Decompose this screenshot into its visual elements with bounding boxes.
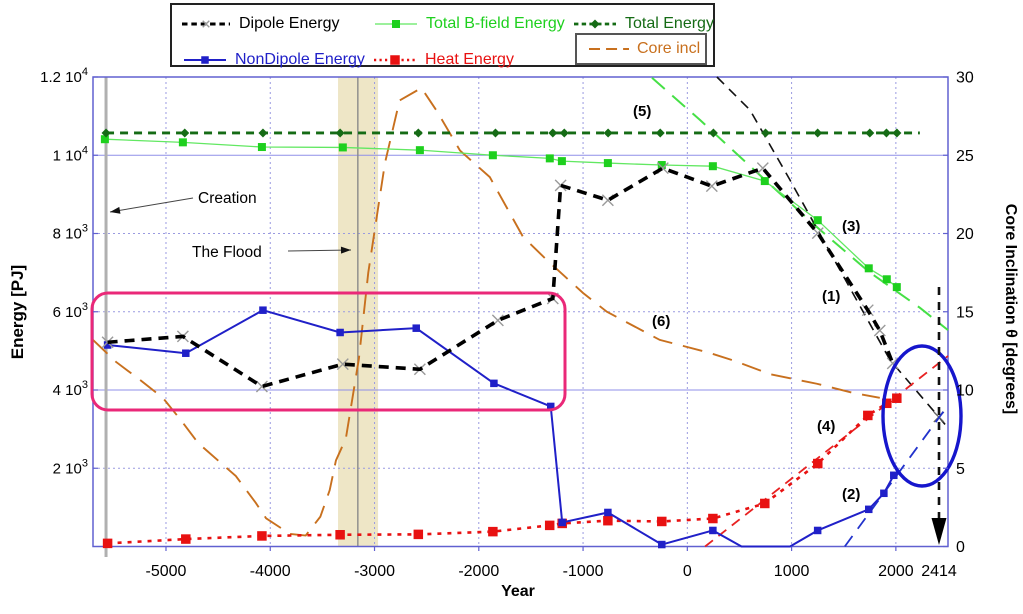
x-tick: -4000 (250, 563, 291, 580)
y-left-tick: 6 103 (53, 301, 88, 321)
legend-core-incl-box: Core incl (575, 33, 707, 65)
legend-swatch-heat-icon (374, 55, 416, 65)
y-right-tick: 15 (956, 304, 974, 321)
curve-number-labels: (5) (3) (1) (6) (4) (2) (633, 103, 860, 503)
legend-label-total-bfield: Total B-field Energy (426, 15, 565, 32)
y-right-tick: 30 (956, 70, 974, 87)
legend-item-nondipole: NonDipole Energy (182, 51, 365, 69)
x-tick: -5000 (146, 563, 187, 580)
curve-label-5: (5) (633, 103, 651, 120)
creation-label: Creation (198, 190, 257, 207)
flood-label: The Flood (192, 244, 262, 261)
legend-swatch-dipole-icon (182, 20, 230, 28)
curve-label-3: (3) (842, 218, 860, 235)
x-tick: 0 (683, 563, 692, 580)
tick-labels: 1.2 104 1 104 8 103 6 103 4 103 2 103 30 25 20 15… (40, 66, 974, 580)
y-right-tick: 0 (956, 539, 965, 556)
y-axis-title-right: Core Inclination θ [degrees] (1002, 203, 1019, 415)
curve-label-4: (4) (817, 418, 835, 435)
x-tick: 1000 (774, 563, 810, 580)
x-tick: -2000 (458, 563, 499, 580)
nondipole-highlight-box (90, 291, 567, 412)
series-extrap-bfield (651, 77, 949, 331)
series-dipole-energy (107, 166, 895, 389)
series-extrap-nondipole (844, 404, 949, 548)
legend-item-total-energy: Total Energy (572, 15, 714, 33)
legend-swatch-nondipole-icon (184, 56, 226, 64)
curve-label-1: (1) (822, 288, 840, 305)
y-axis-title-left: Energy [PJ] (8, 264, 27, 360)
x-axis-title: Year (501, 583, 535, 600)
series-total-bfield (100, 135, 901, 292)
x-tick-2414: 2414 (921, 563, 957, 580)
legend-item-heat: Heat Energy (372, 51, 514, 69)
legend-label-nondipole: NonDipole Energy (235, 51, 365, 68)
series-heat-energy (102, 393, 902, 549)
legend-label-total-energy: Total Energy (625, 15, 714, 32)
legend-swatch-core-incl-icon (589, 48, 629, 50)
y-right-tick: 20 (956, 226, 974, 243)
legend-label-core-incl: Core incl (637, 40, 701, 57)
series-nondipole-energy (103, 306, 898, 549)
series-extrap-heat (704, 355, 949, 548)
y-left-tick: 1.2 104 (40, 66, 88, 86)
y-right-tick: 5 (956, 461, 965, 478)
y-right-tick: 10 (956, 383, 974, 400)
annotation-flood: The Flood (192, 244, 352, 261)
legend-swatch-total-energy-icon (574, 19, 616, 29)
y-left-tick: 1 104 (53, 144, 88, 164)
legend: Dipole Energy Total B-field Energy Total… (170, 3, 715, 69)
legend-label-heat: Heat Energy (425, 51, 514, 68)
y-right-tick: 25 (956, 148, 974, 165)
legend-swatch-total-bfield-icon (375, 20, 417, 28)
legend-item-dipole: Dipole Energy (180, 15, 340, 33)
series-total-energy (101, 128, 920, 138)
series-core-incl (92, 86, 880, 537)
legend-item-total-bfield: Total B-field Energy (373, 15, 565, 33)
event-lines (104, 77, 359, 557)
x-tick: -1000 (563, 563, 604, 580)
x-tick: 2000 (878, 563, 914, 580)
y-left-tick: 4 103 (53, 379, 88, 399)
curve-label-6: (6) (652, 313, 670, 330)
x-tick: -3000 (354, 563, 395, 580)
y-left-tick: 8 103 (53, 223, 88, 243)
future-arrow (931, 287, 947, 545)
y-left-tick: 2 103 (53, 457, 88, 477)
curve-label-2: (2) (842, 486, 860, 503)
legend-label-dipole: Dipole Energy (239, 15, 340, 32)
annotation-creation: Creation (109, 190, 257, 214)
future-highlight-ellipse (881, 344, 963, 488)
